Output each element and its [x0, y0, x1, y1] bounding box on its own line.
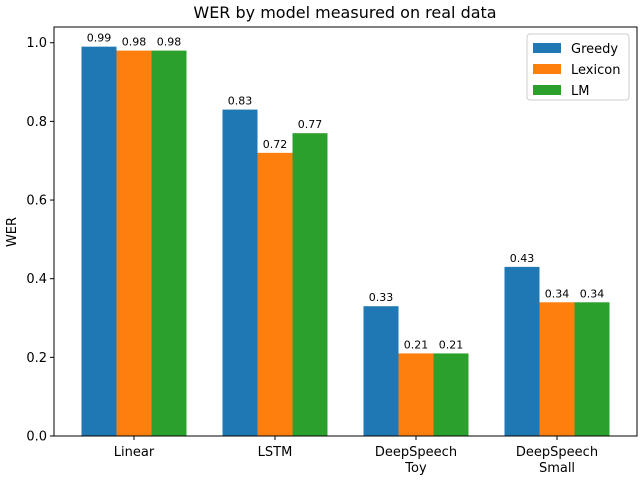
bar-greedy-1 — [222, 109, 258, 436]
y-axis-label: WER — [5, 217, 20, 247]
data-label: 0.34 — [545, 287, 570, 300]
data-label: 0.98 — [122, 36, 147, 49]
bar-lm-0 — [151, 50, 187, 436]
bar-lm-2 — [433, 353, 469, 436]
data-label: 0.72 — [263, 138, 288, 151]
data-label: 0.33 — [369, 291, 394, 304]
legend-label-greedy: Greedy — [571, 42, 618, 57]
legend-swatch-greedy — [533, 43, 561, 53]
chart-title: WER by model measured on real data — [193, 3, 496, 22]
legend-swatch-lexicon — [533, 64, 561, 74]
x-tick-label: DeepSpeech — [516, 445, 598, 460]
data-label: 0.34 — [580, 287, 605, 300]
legend-label-lm: LM — [571, 84, 589, 99]
y-tick-label: 1.0 — [26, 36, 47, 51]
y-tick-label: 0.8 — [26, 115, 47, 130]
bar-lm-1 — [292, 133, 328, 437]
y-tick-label: 0.4 — [26, 272, 47, 287]
x-tick-label: DeepSpeech — [375, 445, 457, 460]
data-label: 0.43 — [510, 252, 535, 265]
y-tick-label: 0.2 — [26, 351, 47, 366]
legend-label-lexicon: Lexicon — [571, 63, 620, 78]
bar-lm-3 — [574, 302, 610, 436]
plot-area: 0.0 0.2 0.4 0.6 0.8 1.0 0.99 0.98 0.98 Linear 0.83… — [26, 32, 610, 476]
y-tick-label: 0.6 — [26, 194, 47, 209]
bar-lexicon-1 — [257, 152, 293, 436]
x-tick-label: Linear — [114, 445, 155, 460]
bar-greedy-2 — [363, 306, 399, 436]
data-label: 0.98 — [157, 36, 182, 49]
x-tick-label: Toy — [404, 461, 427, 476]
bar-lexicon-2 — [398, 353, 434, 436]
bar-lexicon-0 — [116, 50, 152, 436]
data-label: 0.77 — [298, 118, 323, 131]
y-tick-label: 0.0 — [26, 430, 47, 445]
bar-greedy-0 — [81, 46, 117, 437]
legend: Greedy Lexicon LM — [526, 33, 630, 101]
data-label: 0.21 — [439, 338, 464, 351]
data-label: 0.83 — [228, 95, 253, 108]
bar-greedy-3 — [504, 266, 540, 436]
bar-lexicon-3 — [539, 302, 575, 436]
data-label: 0.99 — [87, 32, 112, 45]
legend-swatch-lm — [533, 85, 561, 95]
x-tick-label: LSTM — [258, 445, 293, 460]
data-label: 0.21 — [404, 338, 429, 351]
plot-frame — [53, 26, 638, 437]
x-tick-label: Small — [539, 461, 575, 476]
